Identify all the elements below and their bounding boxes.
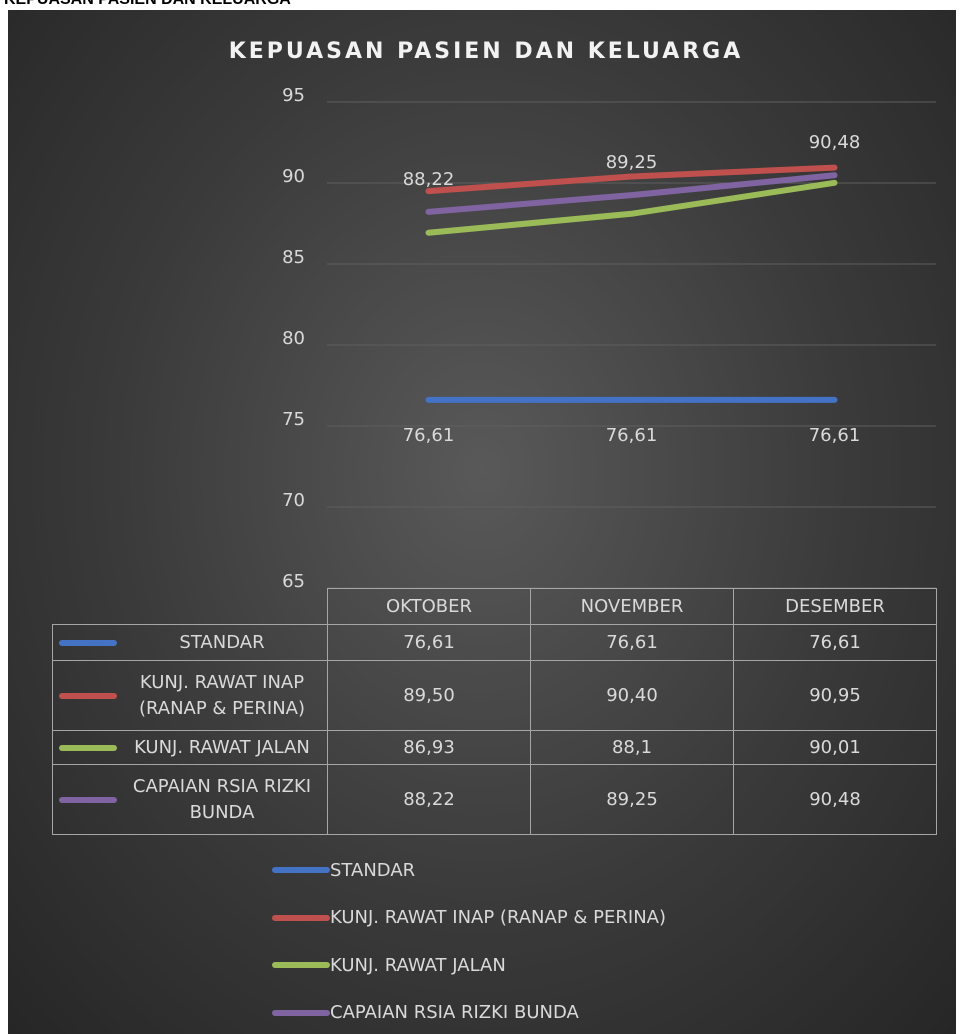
legend-key — [272, 914, 330, 921]
table-header: OKTOBER — [327, 588, 531, 625]
table-cell: 76,61 — [530, 624, 734, 661]
legend-label: KUNJ. RAWAT INAP (RANAP & PERINA) — [138, 671, 306, 719]
table-header: NOVEMBER — [530, 588, 734, 625]
table-cell: 88,1 — [530, 730, 734, 765]
table-row-label: KUNJ. RAWAT INAP (RANAP & PERINA) — [52, 660, 328, 731]
page-title: KEPUASAN PASIEN DAN KELUARGA — [4, 0, 291, 9]
series-line — [425, 172, 838, 215]
legend-label: KUNJ. RAWAT JALAN — [330, 954, 506, 976]
table-header: DESEMBER — [733, 588, 937, 625]
y-tick-label: 85 — [282, 247, 305, 268]
legend-label: CAPAIAN RSIA RIZKI BUNDA — [132, 775, 312, 823]
series-line — [425, 164, 838, 195]
y-tick-label: 70 — [282, 490, 305, 511]
legend-key — [272, 867, 330, 873]
legend-key — [272, 1009, 330, 1016]
y-tick-label: 90 — [282, 166, 305, 187]
y-tick-label: 80 — [282, 328, 305, 349]
table-row-label: KUNJ. RAWAT JALAN — [52, 730, 328, 765]
series-line — [425, 179, 838, 236]
legend-label: KUNJ. RAWAT INAP (RANAP & PERINA) — [330, 907, 666, 928]
table-cell: 90,01 — [733, 730, 937, 765]
legend-label: KUNJ. RAWAT JALAN — [134, 736, 310, 758]
data-label: 76,61 — [606, 425, 658, 446]
table-cell: 86,93 — [327, 730, 531, 765]
legend-item: STANDAR — [272, 857, 415, 883]
legend-key — [59, 639, 117, 646]
data-label: 89,25 — [606, 152, 658, 173]
table-cell: 90,40 — [530, 660, 734, 731]
data-label: 88,22 — [403, 169, 455, 190]
y-tick-label: 65 — [282, 571, 305, 592]
legend-key — [59, 692, 117, 699]
y-tick-label: 75 — [282, 409, 305, 430]
table-row-label: CAPAIAN RSIA RIZKI BUNDA — [52, 764, 328, 835]
table-row-label: STANDAR — [52, 624, 328, 661]
table-cell: 88,22 — [327, 764, 531, 835]
table-cell: 76,61 — [733, 624, 937, 661]
legend-key — [272, 962, 330, 968]
table-cell: 89,25 — [530, 764, 734, 835]
legend-item: KUNJ. RAWAT JALAN — [272, 952, 506, 978]
legend-key — [59, 744, 117, 751]
chart-title: KEPUASAN PASIEN DAN KELUARGA — [229, 39, 744, 64]
legend-label: STANDAR — [179, 631, 265, 653]
table-cell: 90,95 — [733, 660, 937, 731]
data-label: 76,61 — [809, 425, 861, 446]
table-cell: 76,61 — [327, 624, 531, 661]
legend-key — [59, 796, 117, 803]
data-label: 76,61 — [403, 425, 455, 446]
legend-label: STANDAR — [330, 859, 416, 881]
table-cell: 90,48 — [733, 764, 937, 835]
legend-item: KUNJ. RAWAT INAP (RANAP & PERINA) — [272, 905, 666, 931]
data-label: 90,48 — [809, 132, 861, 153]
legend-item: CAPAIAN RSIA RIZKI BUNDA — [272, 1000, 579, 1026]
legend-label: CAPAIAN RSIA RIZKI BUNDA — [330, 1002, 579, 1023]
table-cell: 89,50 — [327, 660, 531, 731]
page-header: KEPUASAN PASIEN DAN KELUARGA — [0, 0, 960, 10]
y-tick-label: 95 — [282, 85, 305, 106]
